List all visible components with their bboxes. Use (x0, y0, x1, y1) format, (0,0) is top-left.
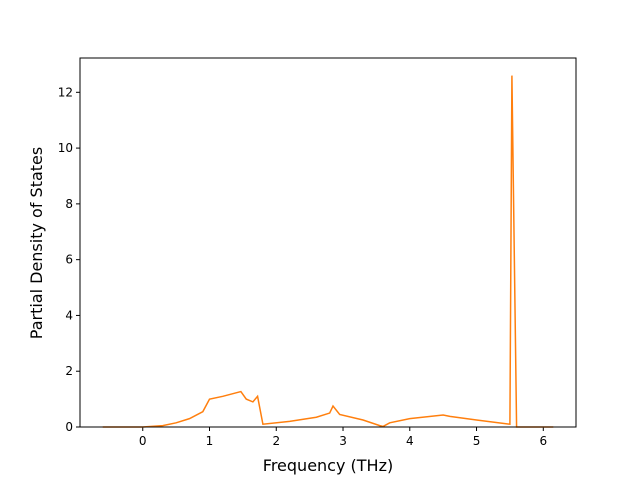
x-tick-label: 4 (406, 434, 414, 448)
data-line (102, 75, 554, 428)
x-tick-label: 0 (139, 434, 147, 448)
y-tick-label: 0 (65, 420, 73, 434)
x-tick-label: 2 (272, 434, 280, 448)
y-tick-label: 12 (58, 85, 73, 99)
y-tick-label: 8 (65, 197, 73, 211)
y-tick-label: 10 (58, 141, 73, 155)
x-tick-label: 1 (206, 434, 214, 448)
x-tick-label: 3 (339, 434, 347, 448)
x-tick-label: 6 (539, 434, 547, 448)
x-axis-label: Frequency (THz) (263, 456, 393, 475)
y-tick-label: 6 (65, 253, 73, 267)
y-axis-label: Partial Density of States (27, 147, 46, 339)
y-tick-label: 2 (65, 364, 73, 378)
plot-frame (79, 57, 577, 428)
x-tick-label: 5 (473, 434, 481, 448)
y-tick-label: 4 (65, 308, 73, 322)
